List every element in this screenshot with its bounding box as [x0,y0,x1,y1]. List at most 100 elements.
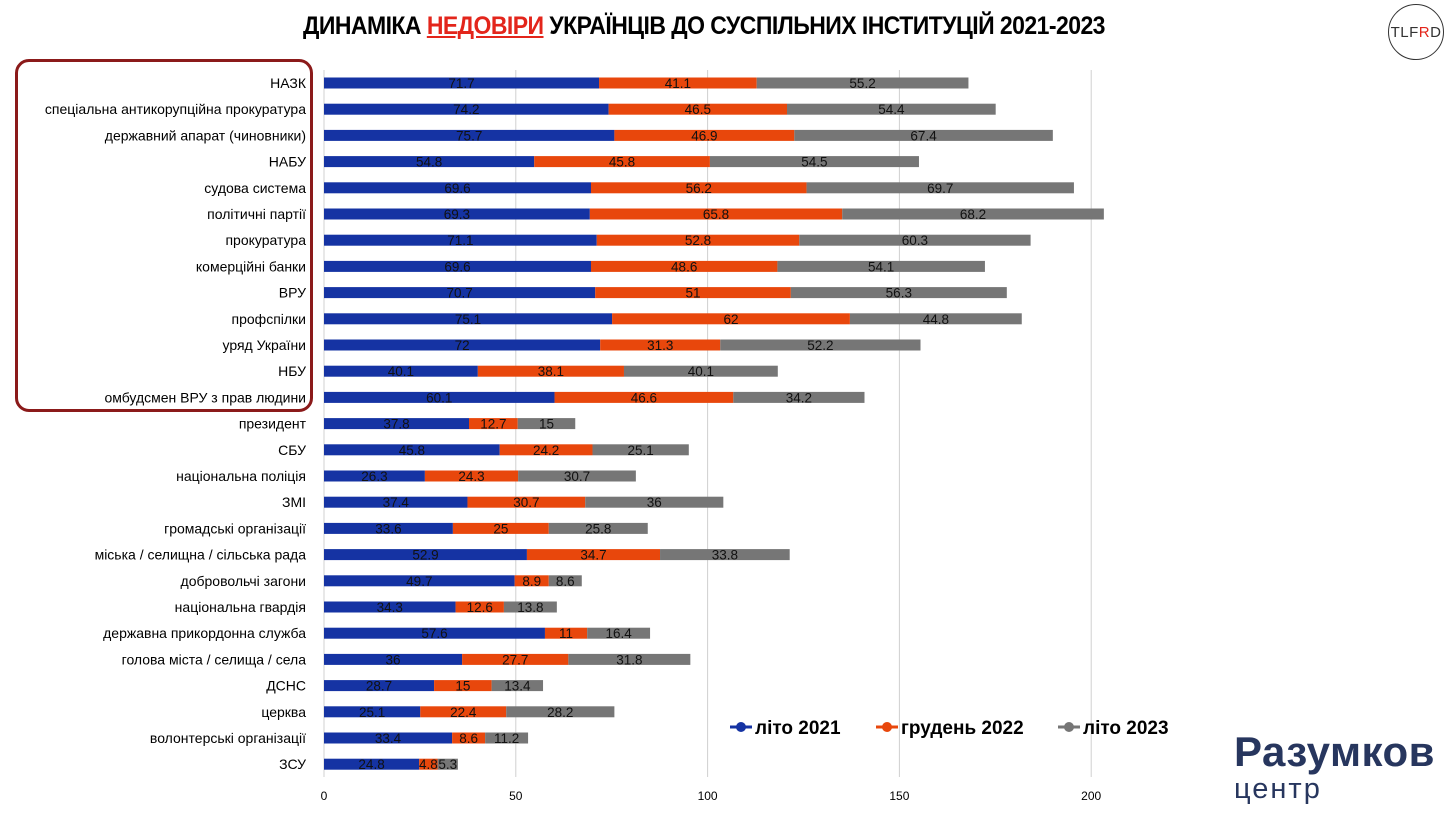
data-label: 71.1 [447,233,473,248]
bar-segment [608,103,788,115]
bar-segment [324,549,527,561]
data-label: 12.6 [467,600,493,615]
category-label: комерційні банки [196,258,306,274]
bar-segment [324,470,425,482]
data-label: 37.8 [383,417,409,432]
bar-segment [756,77,969,89]
bar-segment [548,522,648,534]
bar-segment [590,182,807,194]
bar-segment [589,208,843,220]
bar-segment [777,260,985,272]
category-label: державний апарат (чиновники) [105,127,306,143]
category-label: судова система [204,180,306,196]
bar-segment [324,234,597,246]
bar-segment [599,77,757,89]
bar-segment [612,313,850,325]
bar-segment [437,758,458,770]
data-label: 71.7 [448,76,474,91]
bar-segment [324,418,470,430]
bar-segment [554,391,734,403]
legend-marker [736,722,746,732]
data-label: 33.4 [375,731,402,746]
bar-segment [842,208,1104,220]
data-label: 16.4 [605,626,632,641]
bar-segment [324,575,515,587]
bar-segment [324,182,591,194]
bar-segment [806,182,1074,194]
data-label: 13.4 [504,679,531,694]
data-label: 12.7 [480,417,506,432]
data-label: 57.6 [421,626,447,641]
data-label: 54.8 [416,155,442,170]
x-tick-label: 200 [1081,789,1101,803]
razumkov-name: Разумков [1234,728,1435,775]
data-label: 46.6 [631,390,657,405]
bar-segment [324,77,600,89]
bar-segment [452,522,549,534]
title-part1: ДИНАМІКА [303,12,427,40]
data-label: 22.4 [450,705,477,720]
bar-segment [720,339,921,351]
data-label: 24.3 [458,469,484,484]
data-label: 28.2 [547,705,573,720]
bar-segment [324,522,453,534]
bar-segment [595,287,791,299]
bar-segment [503,601,557,613]
data-label: 45.8 [399,443,425,458]
data-label: 28.7 [366,679,392,694]
data-label: 24.8 [358,757,384,772]
bar-segment [424,470,519,482]
bar-segment [614,129,795,141]
bar-segment [485,732,529,744]
bar-segment [324,339,601,351]
data-label: 26.3 [361,469,387,484]
bar-segment [596,234,800,246]
data-label: 60.1 [426,390,452,405]
bar-segment [324,208,590,220]
title-part2: УКРАЇНЦІВ ДО СУСПІЛЬНИХ ІНСТИТУЦІЙ 2021-… [543,12,1105,40]
bar-segment [324,706,421,718]
data-label: 8.9 [522,574,541,589]
tlfrd-logo: TLF R D [1388,4,1444,60]
bar-segment [794,129,1053,141]
bar-segment [517,418,576,430]
data-label: 69.3 [444,207,470,222]
data-label: 51 [686,286,701,301]
bar-segment [324,758,420,770]
data-label: 25 [493,521,508,536]
data-label: 11 [559,626,573,641]
data-label: 52.9 [412,548,438,563]
category-label: ЗСУ [279,756,306,772]
category-label: спеціальна антикорупційна прокуратура [45,101,306,117]
bar-segment [324,496,468,508]
data-label: 40.1 [688,364,714,379]
data-label: 13.8 [517,600,543,615]
x-tick-label: 100 [698,789,718,803]
category-label: національна поліція [176,468,306,484]
data-label: 25.1 [359,705,385,720]
data-label: 5.3 [438,757,457,772]
category-label: волонтерські організації [150,730,306,746]
category-label: уряд України [222,337,306,353]
bar-segment [452,732,486,744]
data-label: 54.1 [868,259,894,274]
bar-segment [420,706,507,718]
bar-segment [419,758,438,770]
data-label: 74.2 [453,102,479,117]
data-label: 67.4 [910,128,937,143]
category-label: міська / селищна / сільська рада [95,547,307,563]
bar-segment [324,653,463,665]
data-label: 62 [723,312,738,327]
category-label: добровольчі загони [181,573,306,589]
data-label: 25.8 [585,521,611,536]
data-label: 75.1 [455,312,481,327]
x-tick-label: 0 [321,789,328,803]
data-label: 11.2 [494,731,519,746]
bar-segment [324,732,453,744]
bar-segment [585,496,724,508]
bar-segment [467,496,586,508]
data-label: 25.1 [628,443,654,458]
bar-segment [592,444,689,456]
bar-segment [324,103,609,115]
data-label: 33.8 [712,548,738,563]
